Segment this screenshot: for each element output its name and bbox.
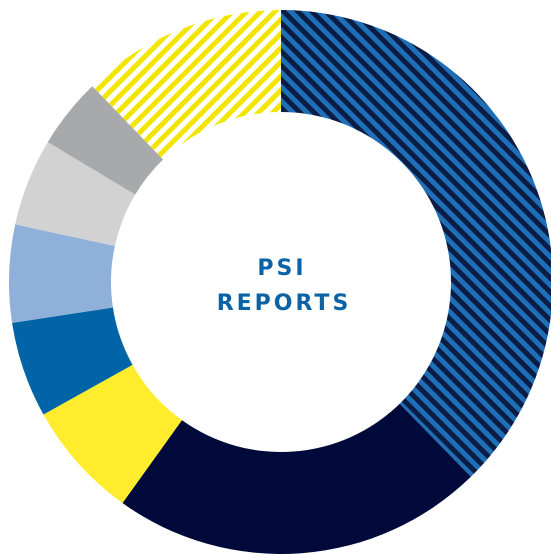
donut-slice xyxy=(92,10,282,160)
donut-slice xyxy=(122,403,471,554)
center-label: REPORTS xyxy=(217,291,352,316)
donut-slice xyxy=(281,10,551,477)
donut-slice xyxy=(15,142,136,246)
donut-slice xyxy=(8,224,115,323)
slices xyxy=(8,10,551,554)
donut-slice xyxy=(47,86,164,195)
center-label: PSI xyxy=(257,256,306,281)
donut-slice xyxy=(43,364,182,504)
donut-slice xyxy=(12,307,133,415)
